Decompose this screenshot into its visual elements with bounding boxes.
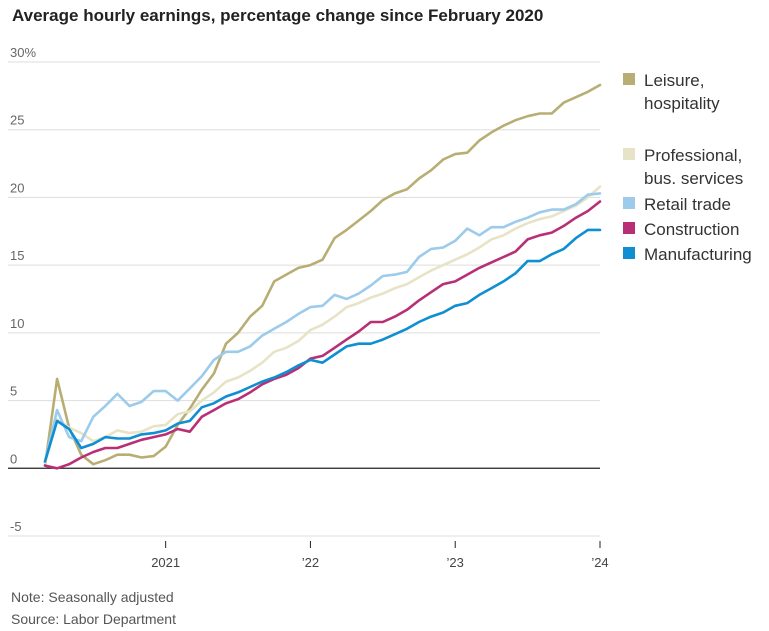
legend-label: bus. services [644,169,743,188]
y-tick-label: 25 [10,113,24,128]
legend-label: Manufacturing [644,245,752,264]
legend-label: Construction [644,220,739,239]
series-line-4 [43,200,602,470]
legend-swatch [623,197,635,209]
series-line-2 [43,185,602,465]
legend-swatch [623,222,635,234]
x-tick-label: ’23 [447,555,464,570]
legend-swatch [623,73,635,85]
y-tick-label: 5 [10,384,17,399]
chart-note: Note: Seasonally adjusted [11,589,174,605]
legend-swatch [623,247,635,259]
series-line-5 [43,228,602,463]
chart-title: Average hourly earnings, percentage chan… [12,6,544,25]
chart-source: Source: Labor Department [11,611,176,627]
y-tick-label: 15 [10,248,24,263]
y-tick-label: 20 [10,180,24,195]
x-tick-label: 2021 [151,555,180,570]
legend-label: Retail trade [644,195,731,214]
series-line-3 [43,192,602,463]
y-tick-label: 10 [10,316,24,331]
x-tick-label: ’22 [302,555,319,570]
y-tick-label: -5 [10,519,22,534]
grid-layer: -5 0 5 10 15 20 25 30% [8,45,600,537]
legend-label: hospitality [644,94,720,113]
x-axis: 2021 ’22 ’23 ’24 [151,541,609,570]
series-line-1 [43,83,602,467]
y-tick-label: 30% [10,45,36,60]
series-lines [43,83,602,470]
legend-label: Leisure, [644,71,704,90]
y-tick-label: 0 [10,451,17,466]
legend-swatch [623,148,635,160]
legend: Leisure, hospitality Professional, bus. ser… [623,71,752,264]
legend-label: Professional, [644,146,742,165]
x-tick-label: ’24 [591,555,608,570]
